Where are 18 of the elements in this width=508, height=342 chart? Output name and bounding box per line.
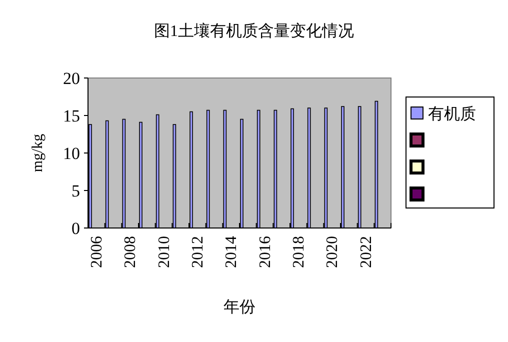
x-tick-label: 2010 bbox=[156, 236, 173, 268]
x-tick-label: 2020 bbox=[324, 236, 342, 268]
chart-title: 图1土壤有机质含量变化情况 bbox=[154, 22, 354, 40]
legend-label: 有机质 bbox=[428, 105, 476, 123]
x-tick-label: 2012 bbox=[189, 236, 206, 268]
y-tick-label: 15 bbox=[63, 106, 80, 126]
x-tick-label: 2006 bbox=[88, 236, 106, 268]
y-axis-title: mg/kg bbox=[30, 133, 46, 172]
x-axis-title: 年份 bbox=[224, 299, 256, 316]
y-tick-label: 10 bbox=[63, 144, 80, 163]
y-tick-label: 5 bbox=[72, 182, 80, 200]
x-tick-label: 2008 bbox=[122, 236, 140, 268]
x-tick-label: 2018 bbox=[290, 236, 308, 268]
x-tick-label: 2014 bbox=[223, 236, 240, 268]
x-tick-label: 2016 bbox=[256, 236, 274, 268]
y-tick-label: 20 bbox=[63, 69, 80, 88]
y-tick-label: 0 bbox=[72, 219, 80, 238]
x-tick-label: 2022 bbox=[358, 236, 375, 268]
